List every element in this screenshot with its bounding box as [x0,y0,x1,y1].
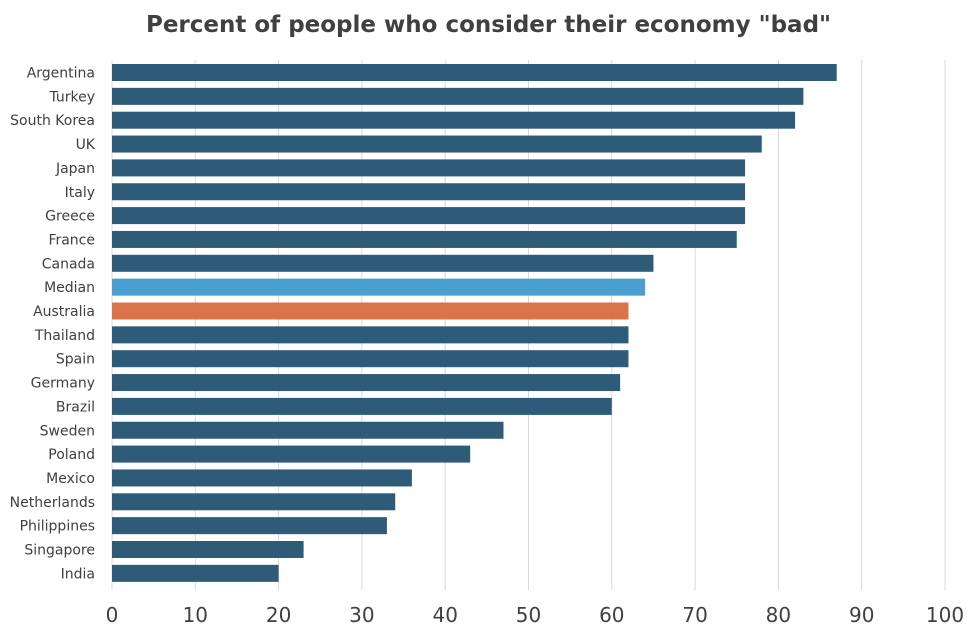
bar-thailand [112,326,629,344]
category-label: Singapore [24,543,95,559]
category-label: UK [76,137,96,153]
bar-poland [112,445,471,463]
x-tick-label: 60 [599,603,624,627]
category-label: Brazil [56,399,95,415]
x-tick-label: 100 [926,603,964,627]
bar-mexico [112,469,412,487]
bar-median [112,278,646,296]
category-label: Median [44,280,95,296]
bar-uk [112,135,762,153]
bar-argentina [112,64,837,81]
category-label: France [48,232,95,248]
bar-italy [112,183,746,201]
category-label: Canada [42,256,95,272]
category-label: Italy [65,185,95,201]
category-label: Spain [56,352,95,368]
category-label: Turkey [48,89,95,105]
bar-france [112,230,737,248]
x-tick-label: 30 [349,603,374,627]
category-label: Argentina [27,66,95,82]
category-label: Greece [45,209,95,225]
category-label: Philippines [20,519,95,535]
x-tick-label: 20 [266,603,291,627]
bar-brazil [112,397,612,415]
bar-spain [112,350,629,368]
category-label: Poland [48,447,95,463]
bar-south-korea [112,111,796,129]
bar-greece [112,207,746,225]
x-tick-label: 80 [766,603,791,627]
category-label: South Korea [10,113,95,129]
bar-philippines [112,517,387,535]
bar-japan [112,159,746,177]
x-tick-label: 50 [516,603,541,627]
x-tick-label: 0 [106,603,119,627]
category-label: India [61,566,95,582]
x-tick-label: 90 [849,603,874,627]
category-label: Sweden [40,423,95,439]
x-tick-label: 70 [682,603,707,627]
category-label: Mexico [46,471,95,487]
x-tick-label: 10 [183,603,208,627]
bar-sweden [112,421,504,439]
category-label: Australia [33,304,95,320]
category-label: Netherlands [10,495,95,511]
category-label: Germany [31,376,95,392]
category-label: Japan [55,161,95,177]
chart-title: Percent of people who consider their eco… [145,12,832,38]
bar-turkey [112,87,804,105]
bar-netherlands [112,493,396,511]
bar-canada [112,254,654,272]
bar-australia [112,302,629,320]
x-tick-label: 40 [432,603,457,627]
bar-germany [112,374,621,392]
bar-india [112,564,279,582]
bar-singapore [112,541,304,558]
category-label: Thailand [34,328,95,344]
